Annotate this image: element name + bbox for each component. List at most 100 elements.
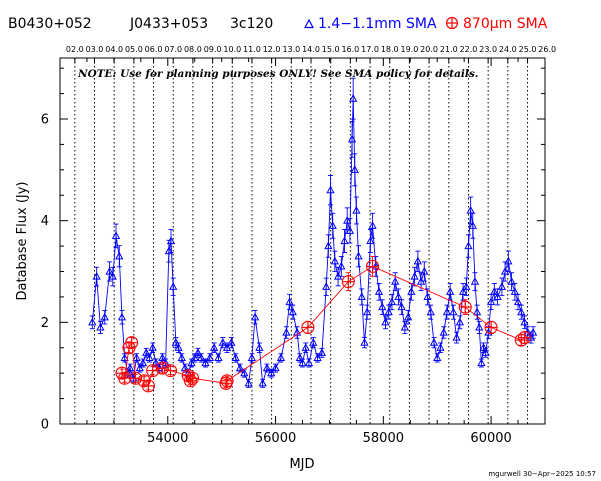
year-tick-label: 18.0 [381, 45, 399, 54]
year-tick-label: 25.0 [519, 45, 537, 54]
data-point-1mm [100, 310, 109, 325]
data-point-1mm [442, 304, 452, 320]
x-tick-label: 54000 [147, 431, 188, 446]
data-point-1mm [479, 342, 488, 353]
data-point-1mm [490, 283, 499, 301]
legend-870-unit: μm SMA [490, 16, 548, 32]
source-name-j2000: J0433+053 [129, 16, 208, 32]
legend-1mm-marker [304, 18, 314, 29]
year-tick-label: 11.0 [243, 45, 261, 54]
data-point-1mm [446, 283, 455, 301]
data-point-1mm [166, 229, 176, 253]
data-point-1mm [111, 223, 121, 249]
data-point-1mm [470, 272, 480, 292]
y-tick-label: 0 [41, 418, 49, 433]
data-point-870um [220, 374, 234, 388]
data-point-1mm [366, 229, 375, 253]
data-point-1mm [363, 304, 372, 320]
data-point-1mm [108, 266, 117, 287]
data-point-1mm [145, 353, 154, 363]
x-tick-label: 60000 [470, 431, 511, 446]
data-point-1mm [317, 347, 327, 358]
year-tick-label: 15.0 [322, 45, 340, 54]
data-point-870um [137, 374, 151, 388]
data-point-1mm [426, 304, 435, 320]
data-point-1mm [340, 229, 349, 253]
legend-870-label: 870μm SMA [463, 16, 548, 32]
data-point-1mm [475, 320, 484, 334]
data-point-1mm [209, 342, 219, 353]
year-tick-label: 21.0 [440, 45, 458, 54]
data-point-1mm [486, 293, 496, 311]
data-point-1mm [374, 283, 384, 301]
data-point-1mm [222, 342, 232, 353]
data-point-1mm [529, 326, 538, 339]
data-point-1mm [258, 378, 267, 388]
data-point-1mm [462, 277, 471, 296]
data-point-1mm [138, 358, 148, 368]
data-point-1mm [262, 363, 272, 373]
x-tick-label: 58000 [363, 431, 404, 446]
data-point-1mm [197, 353, 206, 363]
legend-870: 870μm SMA [445, 16, 548, 32]
data-point-1mm [169, 277, 178, 296]
y-tick-label: 2 [41, 316, 49, 331]
data-point-870um [118, 371, 132, 385]
data-point-1mm [452, 331, 461, 344]
data-point-1mm [304, 358, 314, 368]
data-point-1mm [105, 261, 114, 282]
data-point-1mm [298, 358, 307, 368]
data-point-1mm [205, 353, 214, 363]
data-point-1mm [231, 353, 240, 363]
data-point-1mm [357, 288, 366, 306]
data-series [88, 77, 538, 393]
data-point-1mm [504, 250, 513, 273]
year-tick-label: 04.0 [105, 45, 123, 54]
data-point-1mm [368, 212, 377, 239]
data-point-1mm [520, 315, 529, 330]
data-point-1mm [497, 277, 507, 296]
data-point-870um [186, 371, 200, 385]
data-point-1mm [481, 347, 490, 358]
data-point-870um [514, 333, 528, 347]
year-tick-label: 19.0 [401, 45, 419, 54]
year-tick-label: 05.0 [125, 45, 143, 54]
data-point-1mm [394, 288, 403, 306]
data-point-1mm [174, 342, 183, 353]
data-point-1mm [455, 315, 464, 330]
data-point-1mm [271, 363, 280, 373]
data-point-1mm [477, 358, 486, 368]
data-point-1mm [132, 353, 141, 363]
data-point-1mm [500, 261, 510, 282]
data-point-870um [341, 272, 355, 292]
year-tick-label: 20.0 [420, 45, 438, 54]
data-point-1mm [330, 250, 339, 273]
series-1mm [88, 77, 538, 388]
data-point-870um [155, 361, 169, 375]
credit-stamp: mgurwell 30−Apr−2025 10:57 [488, 470, 596, 478]
data-point-1mm [391, 272, 400, 292]
data-point-1mm [177, 353, 186, 363]
data-point-870um [183, 374, 197, 388]
data-point-1mm [92, 266, 101, 287]
year-tick-label: 23.0 [479, 45, 497, 54]
data-point-1mm [413, 250, 422, 273]
data-point-1mm [171, 337, 180, 349]
year-tick-label: 16.0 [341, 45, 359, 54]
data-point-1mm [423, 288, 432, 306]
data-point-870um [128, 371, 142, 385]
source-name-common: 3c120 [230, 16, 273, 32]
data-point-1mm [250, 310, 260, 325]
year-tick-label: 24.0 [499, 45, 517, 54]
chart-header: B0430+052 J0433+053 3c120 1.4−1.1mm SMA … [8, 16, 548, 32]
data-point-1mm [513, 293, 523, 311]
data-point-1mm [429, 337, 439, 349]
data-point-1mm [347, 120, 357, 158]
data-point-1mm [285, 293, 294, 311]
data-point-1mm [115, 245, 124, 268]
data-point-1mm [397, 299, 406, 315]
data-point-1mm [227, 337, 236, 349]
data-point-1mm [292, 326, 302, 339]
legend-870-prefix: 870 [463, 16, 490, 32]
